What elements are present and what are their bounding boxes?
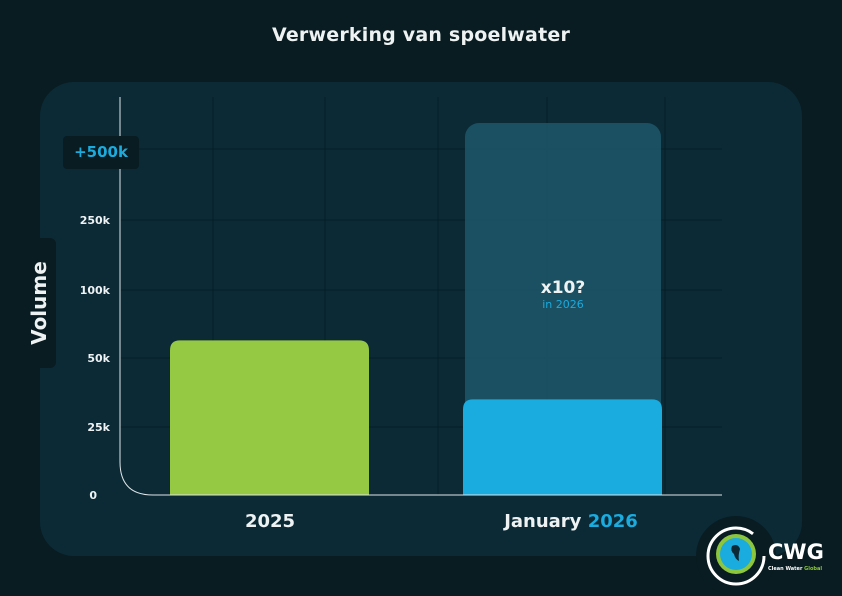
axis-line <box>119 97 722 496</box>
y-tick-label: 50k <box>87 352 110 365</box>
y-axis-label-tab <box>14 238 56 368</box>
projection-annotation: x10? in 2026 <box>541 278 585 311</box>
bar-2025 <box>170 340 369 495</box>
y-tick-label: 0 <box>89 489 97 502</box>
projection-sublabel: in 2026 <box>542 298 584 311</box>
y-tick-label: 25k <box>87 421 110 434</box>
cwg-logo: CWG Clean Water Global <box>696 516 842 596</box>
y-tick-label: 250k <box>80 214 111 227</box>
y-tick-top-badge: +500k <box>63 136 139 169</box>
globe-recycle-icon <box>706 526 766 586</box>
bar-january-2026 <box>463 399 662 495</box>
y-tick-label: 100k <box>80 284 111 297</box>
projection-label: x10? <box>540 278 586 298</box>
chart-title: Verwerking van spoelwater <box>271 24 571 46</box>
x-tick-january-2026: January 2026 <box>504 511 638 532</box>
chart-panel <box>40 82 802 556</box>
x-tick-2025: 2025 <box>244 511 296 532</box>
